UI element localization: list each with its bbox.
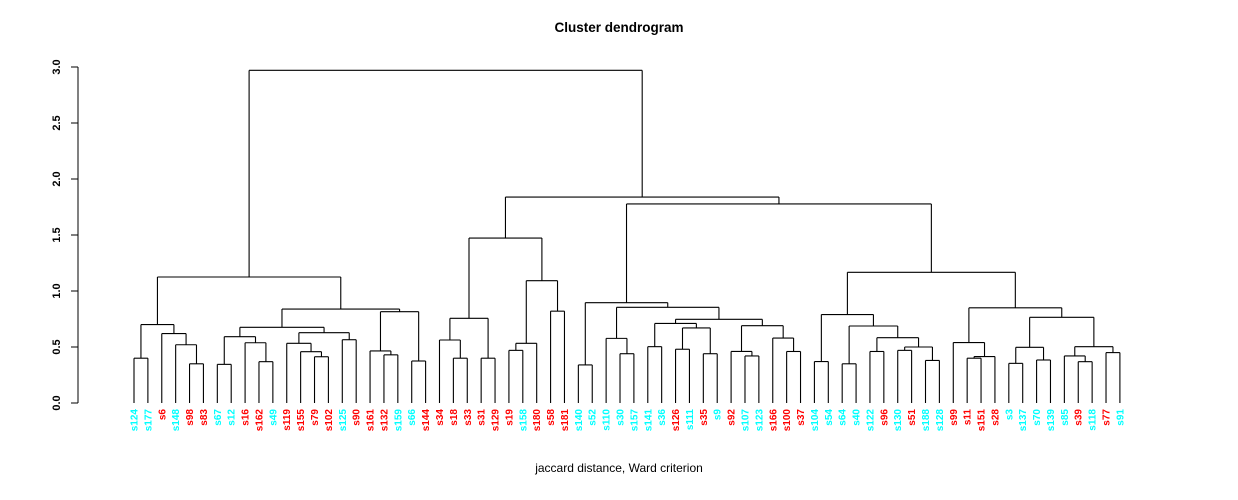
leaf-label: s123 <box>754 409 765 432</box>
leaf-label: s67 <box>213 409 224 426</box>
leaf-label: s122 <box>865 409 876 432</box>
leaf-label: s64 <box>838 409 849 426</box>
leaf-label: s98 <box>185 409 196 426</box>
leaf-label: s124 <box>130 409 141 432</box>
leaf-label: s30 <box>616 409 627 426</box>
leaf-label: s107 <box>740 409 751 432</box>
leaf-label: s19 <box>504 409 515 426</box>
leaf-label: s159 <box>393 409 404 432</box>
leaf-label: s9 <box>713 409 724 421</box>
leaf-label: s180 <box>532 409 543 432</box>
leaf-label: s52 <box>588 409 599 426</box>
leaf-label: s157 <box>629 409 640 432</box>
leaf-label: s104 <box>810 409 821 432</box>
leaf-label: s96 <box>879 409 890 426</box>
leaf-label: s118 <box>1088 409 1099 431</box>
y-axis: 0.0 0.5 1.0 1.5 2.0 2.5 3.0 <box>51 59 79 411</box>
leaf-label: s110 <box>602 409 613 431</box>
leaf-label: s188 <box>921 409 932 432</box>
leaf-label: s139 <box>1046 409 1057 432</box>
leaf-label: s18 <box>449 409 460 426</box>
leaf-label: s49 <box>268 409 279 426</box>
leaf-label: s54 <box>824 409 835 426</box>
leaf-label: s111 <box>685 409 696 431</box>
leaf-label: s3 <box>1004 409 1015 421</box>
leaf-label: s83 <box>199 409 210 426</box>
leaf-label: s144 <box>421 409 432 432</box>
leaf-label: s79 <box>310 409 321 426</box>
leaf-label: s11 <box>963 409 974 426</box>
leaf-label: s148 <box>171 409 182 432</box>
y-axis-tick-label: 0.5 <box>51 339 63 354</box>
leaf-label: s36 <box>657 409 668 426</box>
leaf-label: s181 <box>560 409 571 432</box>
leaf-label: s70 <box>1032 409 1043 426</box>
y-axis-tick-label: 3.0 <box>51 59 63 74</box>
leaf-label: s58 <box>546 409 557 426</box>
leaf-label: s35 <box>699 409 710 426</box>
leaf-label: s166 <box>768 409 779 432</box>
leaf-labels: s124 s177 s6 s148 s98 s83 s67 s12 s16 s162 s49 s119… <box>130 409 1127 432</box>
leaf-label: s51 <box>907 409 918 426</box>
leaf-label: s12 <box>227 409 238 426</box>
leaf-label: s99 <box>949 409 960 426</box>
y-axis-tick-label: 1.0 <box>51 283 63 298</box>
leaf-label: s85 <box>1060 409 1071 426</box>
leaf-label: s6 <box>157 409 168 421</box>
leaf-label: s100 <box>782 409 793 432</box>
leaf-label: s158 <box>518 409 529 432</box>
leaf-label: s92 <box>727 409 738 426</box>
leaf-label: s140 <box>574 409 585 432</box>
leaf-label: s125 <box>338 409 349 432</box>
y-axis-tick-label: 2.5 <box>51 115 63 130</box>
leaf-label: s39 <box>1074 409 1085 426</box>
leaf-label: s130 <box>893 409 904 432</box>
x-axis-caption: jaccard distance, Ward criterion <box>535 461 703 475</box>
y-axis-tick-label: 1.5 <box>51 227 63 242</box>
dendrogram-branches <box>133 69 1121 403</box>
leaf-label: s177 <box>143 409 154 432</box>
leaf-label: s132 <box>379 409 390 432</box>
leaf-label: s161 <box>366 409 377 432</box>
leaf-label: s28 <box>990 409 1001 426</box>
leaf-label: s37 <box>796 409 807 426</box>
leaf-label: s91 <box>1115 409 1126 426</box>
leaf-label: s34 <box>435 409 446 426</box>
leaf-label: s90 <box>352 409 363 426</box>
leaf-label: s102 <box>324 409 335 432</box>
leaf-label: s31 <box>477 409 488 426</box>
leaf-label: s40 <box>852 409 863 426</box>
leaf-label: s119 <box>282 409 293 431</box>
plot-title: Cluster dendrogram <box>554 20 684 35</box>
y-axis-tick-label: 2.0 <box>51 171 63 186</box>
leaf-label: s33 <box>463 409 474 426</box>
leaf-label: s66 <box>407 409 418 426</box>
leaf-label: s129 <box>491 409 502 432</box>
leaf-label: s128 <box>935 409 946 432</box>
y-axis-tick-label: 0.0 <box>51 395 63 410</box>
leaf-label: s162 <box>254 409 265 432</box>
leaf-label: s77 <box>1102 409 1113 426</box>
leaf-label: s137 <box>1018 409 1029 432</box>
leaf-label: s155 <box>296 409 307 432</box>
leaf-label: s151 <box>977 409 988 432</box>
leaf-label: s126 <box>671 409 682 432</box>
leaf-label: s16 <box>241 409 252 426</box>
leaf-label: s141 <box>643 409 654 432</box>
